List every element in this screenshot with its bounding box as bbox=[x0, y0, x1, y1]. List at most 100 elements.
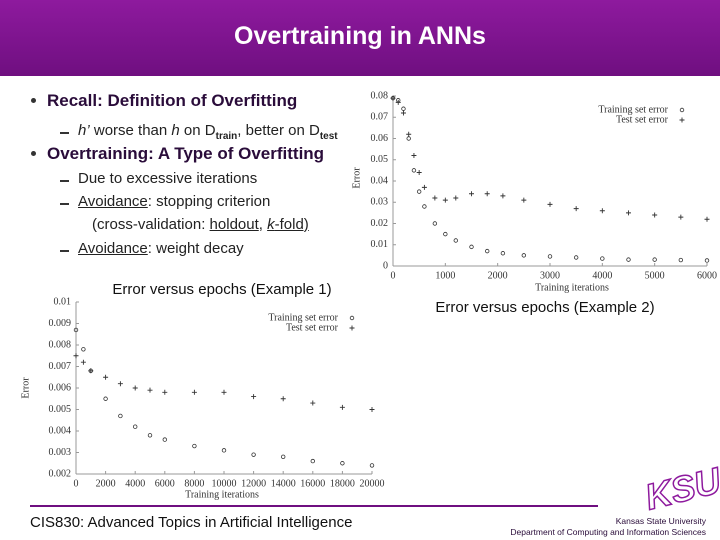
data-point bbox=[599, 208, 605, 214]
legend-marker bbox=[679, 107, 685, 113]
text: test bbox=[319, 131, 338, 142]
bullet-text: Recall: Definition of Overfitting bbox=[47, 91, 298, 110]
text: : weight decay bbox=[147, 240, 244, 257]
legend-marker bbox=[679, 117, 685, 123]
text: holdout bbox=[209, 216, 259, 233]
data-point bbox=[485, 248, 490, 254]
data-point bbox=[406, 131, 412, 137]
text: : stopping criterion bbox=[147, 193, 271, 210]
x-tick-label: 12000 bbox=[241, 478, 266, 489]
x-tick-label: 1000 bbox=[435, 270, 455, 281]
bullet bbox=[31, 98, 36, 103]
data-point bbox=[678, 257, 684, 263]
y-tick-label: 0.05 bbox=[371, 154, 389, 165]
data-point bbox=[162, 437, 167, 442]
dash bbox=[60, 132, 69, 134]
text: k bbox=[267, 216, 275, 233]
y-tick-label: 0.005 bbox=[49, 404, 72, 415]
data-point bbox=[411, 168, 417, 173]
x-tick-label: 5000 bbox=[645, 270, 665, 281]
data-point bbox=[416, 189, 422, 194]
x-tick-label: 3000 bbox=[540, 270, 560, 281]
data-point bbox=[117, 381, 123, 387]
dash bbox=[60, 180, 69, 182]
data-point bbox=[251, 394, 257, 400]
legend-marker bbox=[349, 315, 355, 321]
legend-marker bbox=[349, 325, 355, 331]
dash bbox=[60, 250, 69, 252]
data-point bbox=[103, 374, 109, 380]
data-point bbox=[453, 195, 459, 201]
data-point bbox=[432, 195, 438, 201]
data-point bbox=[280, 396, 286, 402]
data-point bbox=[369, 463, 375, 468]
data-point bbox=[421, 184, 427, 190]
data-point bbox=[281, 454, 286, 459]
y-tick-label: 0.01 bbox=[371, 239, 389, 250]
data-point bbox=[443, 231, 448, 237]
data-point bbox=[484, 191, 490, 197]
text: , bbox=[258, 216, 268, 233]
data-point bbox=[442, 197, 448, 203]
x-tick-label: 14000 bbox=[271, 478, 296, 489]
y-tick-label: 0.03 bbox=[371, 197, 389, 208]
y-tick-label: 0.08 bbox=[371, 90, 389, 101]
data-point bbox=[73, 353, 79, 359]
data-point bbox=[626, 257, 631, 262]
data-point bbox=[310, 400, 316, 406]
data-point bbox=[369, 407, 375, 412]
text: Kansas State University bbox=[615, 516, 706, 526]
data-point bbox=[73, 327, 79, 333]
data-point bbox=[88, 368, 94, 374]
y-axis-label: Error bbox=[20, 377, 31, 399]
data-point bbox=[221, 389, 227, 395]
data-point bbox=[500, 251, 506, 256]
footer-rule bbox=[30, 505, 598, 507]
course-name: CIS830: Advanced Topics in Artificial In… bbox=[30, 514, 353, 531]
text: h bbox=[171, 122, 180, 139]
x-axis-label: Training iterations bbox=[535, 282, 609, 293]
subitem: Due to excessive iterations bbox=[78, 170, 258, 187]
x-tick-label: 10000 bbox=[212, 478, 237, 489]
text: (cross-validation: bbox=[92, 216, 210, 233]
x-tick-label: 0 bbox=[74, 478, 79, 489]
data-point bbox=[221, 448, 227, 453]
data-point bbox=[704, 216, 710, 222]
data-point bbox=[500, 193, 506, 199]
y-tick-label: 0.004 bbox=[49, 425, 72, 436]
legend-label: Training set error bbox=[598, 104, 668, 115]
data-point bbox=[416, 170, 422, 175]
x-tick-label: 18000 bbox=[330, 478, 355, 489]
legend-label: Training set error bbox=[268, 312, 338, 323]
data-point bbox=[390, 95, 396, 101]
caption: Error versus epochs (Example 1) bbox=[112, 281, 331, 298]
title-bar bbox=[0, 0, 720, 76]
text: on D bbox=[179, 122, 216, 139]
slide-title: Overtraining in ANNs bbox=[234, 22, 486, 50]
subitem: Avoidance: weight decay bbox=[78, 240, 244, 257]
x-axis-label: Training iterations bbox=[185, 489, 259, 500]
y-tick-label: 0.01 bbox=[54, 296, 72, 307]
y-tick-label: 0.009 bbox=[49, 318, 72, 329]
data-point bbox=[422, 204, 427, 209]
data-point bbox=[81, 347, 86, 352]
x-tick-label: 8000 bbox=[184, 478, 204, 489]
y-tick-label: 0.06 bbox=[371, 133, 389, 144]
x-tick-label: 4000 bbox=[592, 270, 612, 281]
x-tick-label: 6000 bbox=[155, 478, 175, 489]
data-point bbox=[103, 396, 108, 401]
y-tick-label: 0.006 bbox=[49, 382, 72, 393]
text: , better on D bbox=[237, 122, 320, 139]
data-point bbox=[191, 389, 197, 395]
text: train bbox=[215, 131, 238, 142]
text: Department of Computing and Information … bbox=[510, 527, 706, 537]
legend-label: Test set error bbox=[286, 322, 339, 333]
data-point bbox=[80, 359, 86, 365]
data-point bbox=[118, 413, 123, 419]
x-tick-label: 0 bbox=[391, 270, 396, 281]
data-point bbox=[573, 255, 579, 260]
text: -fold) bbox=[274, 216, 309, 233]
data-point bbox=[339, 404, 345, 410]
